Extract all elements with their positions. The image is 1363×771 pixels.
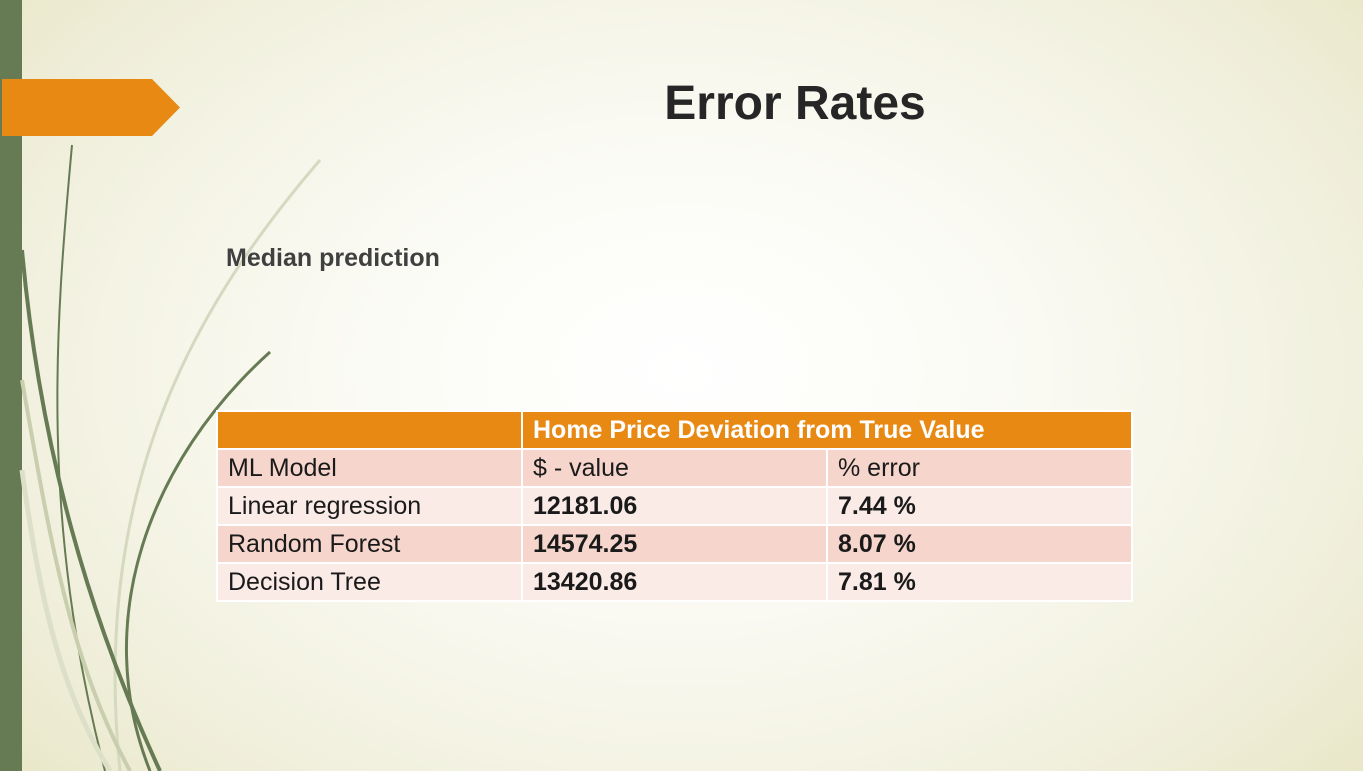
- table-row: Random Forest 14574.25 8.07 %: [216, 524, 1133, 564]
- error-rates-table: Home Price Deviation from True Value ML …: [216, 410, 1133, 602]
- column-header-value: $ - value: [521, 448, 828, 488]
- grass-decoration: [19, 144, 322, 771]
- table-row: Linear regression 12181.06 7.44 %: [216, 486, 1133, 526]
- left-accent-bar: [0, 0, 22, 771]
- column-header-error: % error: [826, 448, 1133, 488]
- value-cell: 12181.06: [521, 486, 828, 526]
- model-cell: Random Forest: [216, 524, 523, 564]
- slide-subtitle: Median prediction: [226, 244, 440, 272]
- column-header-model: ML Model: [216, 448, 523, 488]
- model-cell: Decision Tree: [216, 562, 523, 602]
- value-cell: 13420.86: [521, 562, 828, 602]
- column-header-row: ML Model $ - value % error: [216, 448, 1133, 488]
- error-cell: 8.07 %: [826, 524, 1133, 564]
- header-empty-cell: [216, 410, 523, 450]
- arrow-tag-shape: [2, 79, 180, 136]
- model-cell: Linear regression: [216, 486, 523, 526]
- error-cell: 7.44 %: [826, 486, 1133, 526]
- group-header-cell: Home Price Deviation from True Value: [521, 410, 1133, 450]
- table-header-row: Home Price Deviation from True Value: [216, 410, 1133, 450]
- value-cell: 14574.25: [521, 524, 828, 564]
- slide-title: Error Rates: [664, 77, 926, 130]
- table-row: Decision Tree 13420.86 7.81 %: [216, 562, 1133, 602]
- error-cell: 7.81 %: [826, 562, 1133, 602]
